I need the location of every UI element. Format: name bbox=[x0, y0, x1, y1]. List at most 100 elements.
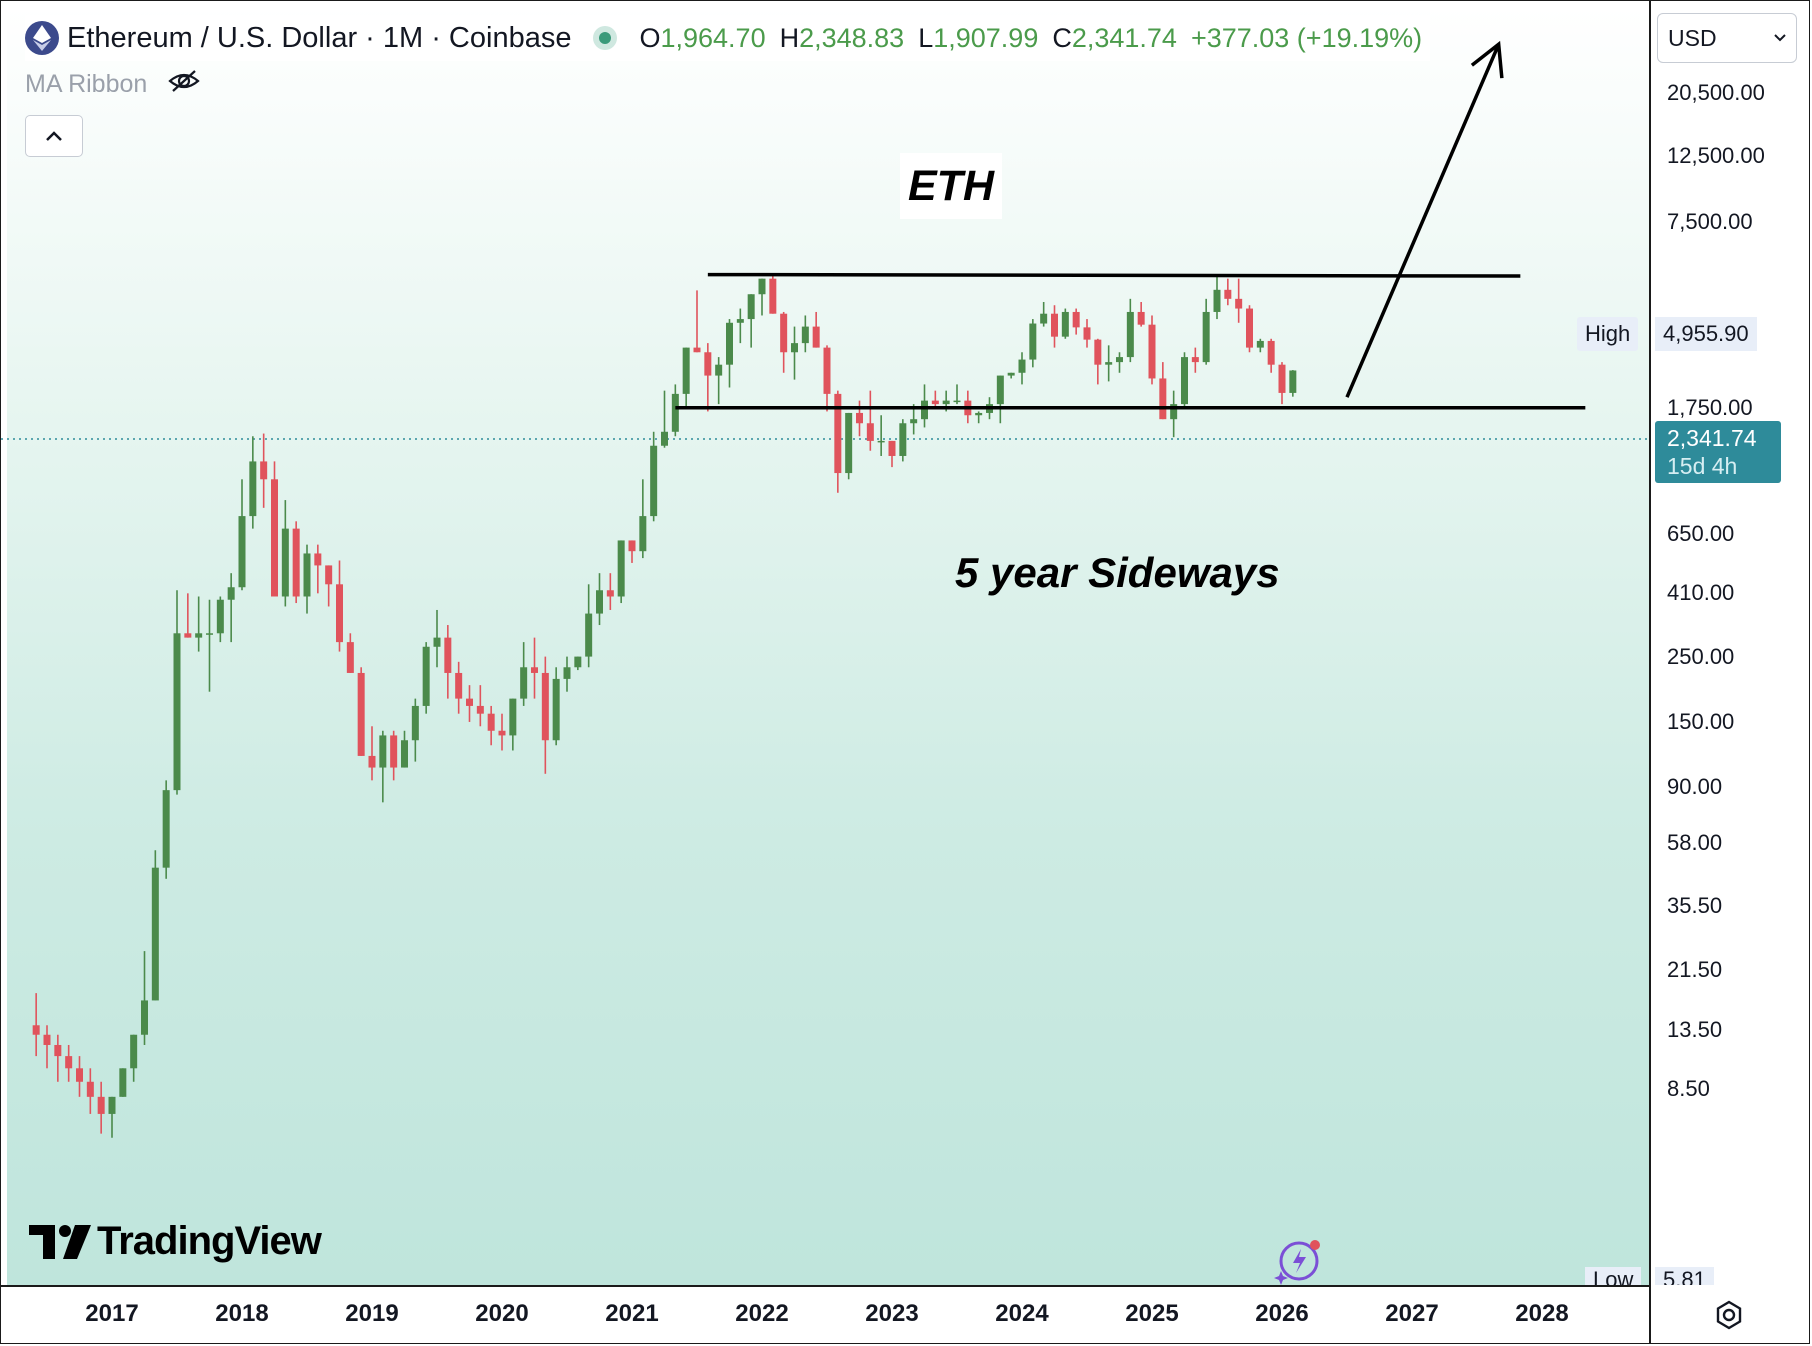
candle-down[interactable] bbox=[1235, 298, 1243, 309]
candle-up[interactable] bbox=[119, 1068, 127, 1097]
candle-up[interactable] bbox=[1105, 362, 1113, 365]
candle-down[interactable] bbox=[346, 642, 354, 673]
candle-up[interactable] bbox=[433, 637, 441, 647]
candle-down[interactable] bbox=[1094, 339, 1102, 365]
candle-down[interactable] bbox=[86, 1081, 94, 1097]
candle-down[interactable] bbox=[476, 705, 484, 714]
candle-up[interactable] bbox=[617, 540, 625, 597]
candle-up[interactable] bbox=[682, 347, 690, 394]
candle-down[interactable] bbox=[54, 1044, 62, 1057]
eye-hidden-icon[interactable] bbox=[167, 69, 201, 100]
candle-down[interactable] bbox=[184, 633, 192, 638]
market-status-icon[interactable] bbox=[593, 26, 618, 50]
candle-up[interactable] bbox=[227, 587, 235, 600]
candle-up[interactable] bbox=[108, 1096, 116, 1114]
candle-up[interactable] bbox=[639, 516, 647, 552]
candle-up[interactable] bbox=[845, 412, 853, 474]
candle-down[interactable] bbox=[314, 553, 322, 566]
candle-up[interactable] bbox=[411, 705, 419, 741]
candle-up[interactable] bbox=[747, 294, 755, 320]
candle-up[interactable] bbox=[1256, 340, 1264, 348]
candle-up[interactable] bbox=[574, 656, 582, 668]
candle-down[interactable] bbox=[32, 1025, 40, 1035]
candle-down[interactable] bbox=[823, 347, 831, 394]
candle-up[interactable] bbox=[379, 735, 387, 768]
candle-up[interactable] bbox=[758, 278, 766, 295]
candle-down[interactable] bbox=[606, 590, 614, 597]
candle-down[interactable] bbox=[292, 528, 300, 597]
candle-up[interactable] bbox=[1029, 323, 1037, 360]
candle-down[interactable] bbox=[357, 672, 365, 756]
candle-up[interactable] bbox=[552, 678, 560, 741]
candle-up[interactable] bbox=[877, 440, 885, 443]
candle-down[interactable] bbox=[444, 637, 452, 673]
candle-down[interactable] bbox=[541, 672, 549, 741]
candle-up[interactable] bbox=[162, 790, 170, 868]
candle-up[interactable] bbox=[1170, 404, 1178, 420]
plot-area[interactable] bbox=[7, 7, 1649, 1285]
annotation-title[interactable]: ETH bbox=[900, 153, 1002, 219]
candle-up[interactable] bbox=[563, 667, 571, 679]
candle-down[interactable] bbox=[271, 479, 278, 597]
candle-down[interactable] bbox=[498, 730, 506, 736]
collapse-legend-button[interactable] bbox=[25, 115, 83, 157]
ai-assistant-button[interactable] bbox=[1273, 1235, 1323, 1285]
candle-up[interactable] bbox=[736, 319, 744, 323]
candle-up[interactable] bbox=[1116, 357, 1123, 363]
candle-down[interactable] bbox=[931, 400, 939, 405]
candle-up[interactable] bbox=[585, 613, 593, 657]
projection-arrow-line[interactable] bbox=[1345, 43, 1501, 398]
candle-down[interactable] bbox=[336, 584, 343, 643]
candle-up[interactable] bbox=[216, 599, 224, 634]
candle-down[interactable] bbox=[1278, 364, 1286, 393]
candle-down[interactable] bbox=[1072, 311, 1080, 328]
candle-down[interactable] bbox=[43, 1034, 51, 1045]
candle-down[interactable] bbox=[1159, 378, 1167, 420]
time-axis[interactable] bbox=[1, 1287, 1649, 1343]
candle-down[interactable] bbox=[1267, 340, 1275, 365]
symbol-legend[interactable]: Ethereum / U.S. Dollar · 1M · Coinbase O… bbox=[25, 15, 1431, 61]
price-axis[interactable] bbox=[1651, 1, 1809, 1285]
currency-select[interactable]: USD bbox=[1657, 13, 1797, 63]
candle-up[interactable] bbox=[1181, 357, 1188, 405]
candle-up[interactable] bbox=[921, 400, 928, 420]
chart-settings-button[interactable] bbox=[1713, 1299, 1745, 1331]
candle-up[interactable] bbox=[238, 516, 246, 588]
candle-up[interactable] bbox=[1202, 311, 1210, 363]
indicator-row[interactable]: MA Ribbon bbox=[25, 69, 201, 100]
candle-up[interactable] bbox=[206, 633, 213, 635]
candle-up[interactable] bbox=[996, 375, 1004, 405]
candle-up[interactable] bbox=[303, 553, 311, 597]
candle-down[interactable] bbox=[1137, 311, 1145, 325]
candle-up[interactable] bbox=[130, 1034, 138, 1069]
candle-up[interactable] bbox=[899, 423, 907, 456]
candle-down[interactable] bbox=[1224, 289, 1232, 299]
candle-down[interactable] bbox=[856, 412, 863, 424]
candle-down[interactable] bbox=[888, 440, 896, 456]
candle-up[interactable] bbox=[1213, 289, 1221, 312]
candle-down[interactable] bbox=[455, 672, 463, 699]
candle-down[interactable] bbox=[1191, 357, 1199, 363]
candle-down[interactable] bbox=[368, 755, 376, 768]
candle-down[interactable] bbox=[97, 1096, 105, 1114]
candle-up[interactable] bbox=[422, 646, 430, 706]
candle-down[interactable] bbox=[65, 1056, 73, 1069]
candle-up[interactable] bbox=[942, 400, 950, 405]
resistance-line[interactable] bbox=[707, 272, 1521, 278]
candle-up[interactable] bbox=[173, 633, 181, 791]
candle-down[interactable] bbox=[466, 698, 473, 706]
candle-up[interactable] bbox=[650, 445, 658, 517]
candle-up[interactable] bbox=[661, 431, 668, 446]
candle-down[interactable] bbox=[866, 423, 874, 441]
indicator-name[interactable]: MA Ribbon bbox=[25, 70, 148, 98]
candle-up[interactable] bbox=[509, 698, 517, 736]
candle-up[interactable] bbox=[791, 343, 798, 353]
candle-up[interactable] bbox=[1061, 311, 1069, 337]
candle-up[interactable] bbox=[726, 322, 733, 365]
candle-down[interactable] bbox=[76, 1068, 83, 1082]
candle-down[interactable] bbox=[812, 326, 820, 348]
candle-down[interactable] bbox=[1051, 313, 1058, 337]
candle-down[interactable] bbox=[487, 713, 495, 731]
candle-up[interactable] bbox=[801, 326, 809, 344]
candle-up[interactable] bbox=[1126, 311, 1134, 358]
